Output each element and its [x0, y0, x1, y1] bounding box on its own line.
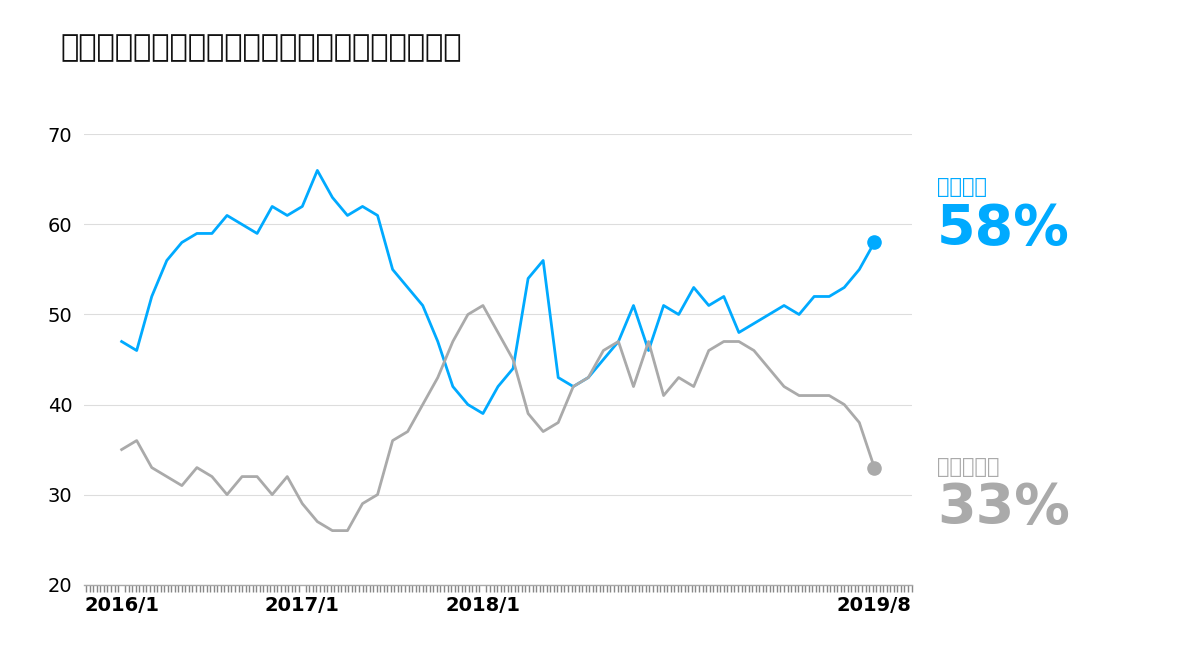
Text: あなたは安倍内閣を支持しますか、しませんか。: あなたは安倍内閣を支持しますか、しませんか。: [60, 34, 462, 62]
Text: 支持しない: 支持しない: [937, 456, 1000, 476]
Point: [865, 237, 884, 248]
Text: 33%: 33%: [937, 481, 1069, 535]
Text: 支持する: 支持する: [937, 177, 986, 198]
Text: 58%: 58%: [937, 202, 1069, 256]
Point: [865, 462, 884, 473]
